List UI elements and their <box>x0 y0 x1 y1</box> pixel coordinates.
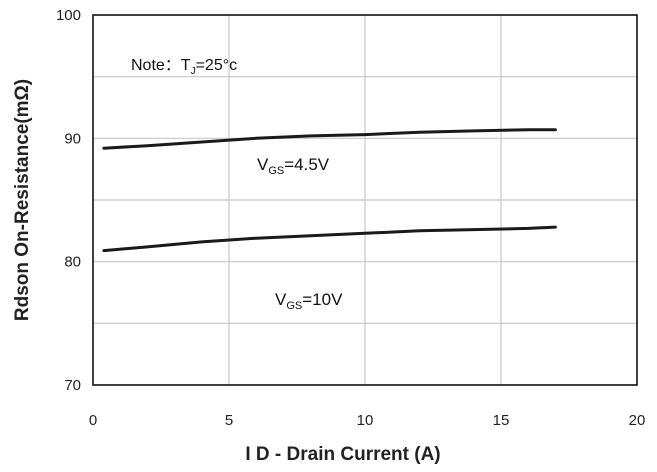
plot-frame <box>92 14 638 386</box>
y-axis-label: Rdson On-Resistance(mΩ) <box>12 79 33 321</box>
series-label-1-sub: GS <box>268 165 284 177</box>
note-subscript: J <box>191 66 196 77</box>
y-tick-labels: 70 80 90 100 <box>56 7 81 394</box>
series-group <box>102 128 557 253</box>
series-label-1-main: V <box>257 155 269 174</box>
series-label-vgs-4-5: VGS=4.5V <box>257 155 330 177</box>
x-tick-label: 15 <box>493 412 510 429</box>
series-line-2 <box>102 225 557 253</box>
x-tick-labels: 0 5 10 15 20 <box>89 412 646 429</box>
y-tick-label: 100 <box>56 7 81 24</box>
y-tick-label: 80 <box>64 254 81 271</box>
note-annotation: Note：TJ=25°c <box>131 57 237 77</box>
x-tick-label: 10 <box>357 412 374 429</box>
x-tick-label: 0 <box>89 412 97 429</box>
series-label-1-suffix: =4.5V <box>284 155 330 174</box>
y-tick-label: 70 <box>64 377 81 394</box>
grid-lines <box>93 15 637 385</box>
series-line-1 <box>102 128 557 150</box>
x-tick-label: 5 <box>225 412 233 429</box>
note-prefix: Note：T <box>131 57 191 74</box>
series-label-2-main: V <box>275 290 287 309</box>
y-tick-label: 90 <box>64 130 81 147</box>
series-label-2-sub: GS <box>286 300 302 312</box>
series-label-vgs-10: VGS=10V <box>275 290 343 312</box>
x-tick-label: 20 <box>629 412 646 429</box>
x-axis-label: I D - Drain Current (A) <box>245 444 440 465</box>
note-suffix: =25°c <box>196 57 238 74</box>
series-label-2-suffix: =10V <box>302 290 343 309</box>
